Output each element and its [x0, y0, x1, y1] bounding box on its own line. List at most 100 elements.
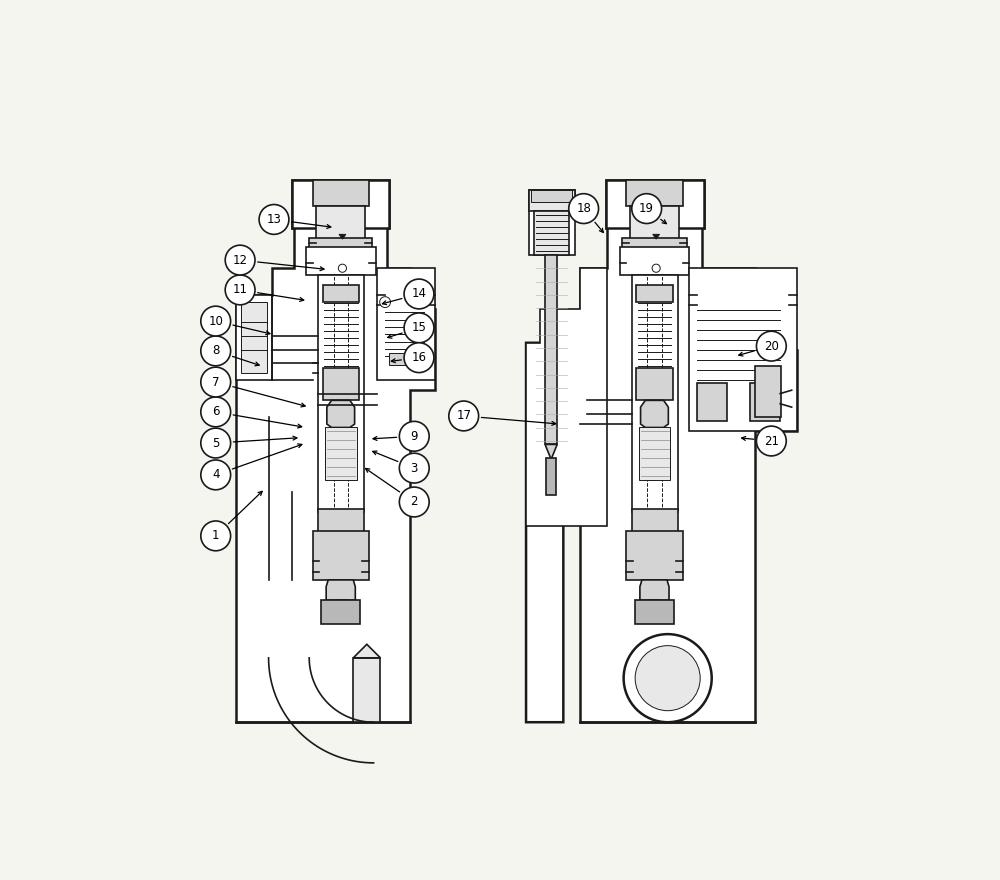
Text: 2: 2: [410, 495, 418, 509]
Circle shape: [404, 343, 434, 372]
Circle shape: [569, 194, 599, 224]
Text: 13: 13: [267, 213, 281, 226]
Text: 10: 10: [208, 314, 223, 327]
Polygon shape: [526, 268, 607, 525]
Text: 21: 21: [764, 435, 779, 448]
Circle shape: [399, 422, 429, 451]
Text: 8: 8: [212, 344, 219, 357]
Bar: [755, 366, 781, 417]
Circle shape: [259, 204, 289, 234]
Bar: [353, 658, 380, 722]
Bar: [626, 180, 683, 206]
Polygon shape: [353, 644, 380, 658]
Circle shape: [404, 313, 434, 342]
Polygon shape: [545, 444, 557, 459]
Polygon shape: [339, 234, 346, 239]
Bar: [626, 532, 683, 580]
Circle shape: [399, 488, 429, 517]
Circle shape: [201, 306, 231, 336]
Bar: [318, 509, 364, 532]
Bar: [545, 254, 557, 444]
Circle shape: [449, 401, 479, 431]
Text: 4: 4: [212, 468, 219, 481]
Polygon shape: [640, 580, 669, 600]
Bar: [632, 509, 678, 532]
Bar: [635, 600, 674, 624]
Bar: [534, 210, 569, 254]
Text: 6: 6: [212, 406, 219, 418]
Bar: [632, 206, 678, 210]
Circle shape: [225, 246, 255, 275]
Bar: [689, 268, 797, 431]
Text: 7: 7: [212, 376, 219, 389]
Bar: [630, 206, 679, 241]
Bar: [636, 368, 673, 400]
Bar: [241, 302, 267, 373]
Bar: [318, 275, 364, 512]
Text: 1: 1: [212, 530, 219, 542]
Circle shape: [201, 367, 231, 397]
Bar: [316, 206, 365, 241]
Bar: [620, 246, 689, 275]
Circle shape: [225, 275, 255, 304]
Bar: [529, 190, 575, 254]
Text: 3: 3: [411, 462, 418, 474]
Bar: [309, 238, 372, 248]
Circle shape: [201, 460, 231, 490]
Bar: [639, 427, 670, 480]
Text: 11: 11: [233, 283, 248, 297]
Bar: [313, 180, 369, 206]
Circle shape: [201, 429, 231, 458]
Polygon shape: [641, 400, 668, 428]
Text: 20: 20: [764, 340, 779, 353]
Text: 12: 12: [233, 253, 248, 267]
Bar: [313, 532, 369, 580]
Text: 5: 5: [212, 436, 219, 450]
Circle shape: [635, 646, 700, 711]
Bar: [236, 296, 272, 380]
Text: 17: 17: [456, 409, 471, 422]
Bar: [750, 384, 780, 421]
Circle shape: [201, 397, 231, 427]
Circle shape: [624, 634, 712, 722]
Bar: [292, 180, 389, 228]
Circle shape: [756, 426, 786, 456]
Polygon shape: [331, 600, 351, 608]
Polygon shape: [236, 180, 435, 722]
Text: 15: 15: [412, 321, 426, 334]
Text: 9: 9: [410, 429, 418, 443]
Bar: [546, 458, 556, 495]
Circle shape: [756, 331, 786, 361]
Bar: [529, 190, 575, 210]
Text: 19: 19: [639, 202, 654, 215]
Bar: [622, 238, 687, 248]
Bar: [318, 206, 364, 210]
Circle shape: [632, 194, 662, 224]
Circle shape: [201, 521, 231, 551]
Polygon shape: [645, 600, 664, 608]
Polygon shape: [326, 580, 355, 600]
Bar: [636, 285, 673, 302]
Circle shape: [380, 297, 391, 307]
Bar: [389, 353, 422, 365]
Bar: [531, 190, 572, 202]
Bar: [323, 368, 359, 400]
Polygon shape: [526, 342, 587, 722]
Circle shape: [652, 264, 660, 272]
Bar: [377, 268, 435, 380]
Bar: [632, 275, 678, 512]
Bar: [697, 384, 727, 421]
Bar: [325, 427, 357, 480]
Polygon shape: [580, 180, 797, 722]
Circle shape: [201, 336, 231, 366]
Bar: [306, 246, 376, 275]
Circle shape: [399, 453, 429, 483]
Bar: [323, 285, 359, 302]
Bar: [606, 180, 704, 228]
Bar: [321, 600, 360, 624]
Text: 14: 14: [411, 288, 426, 300]
Polygon shape: [327, 400, 355, 428]
Circle shape: [404, 279, 434, 309]
Polygon shape: [653, 234, 660, 239]
Text: 18: 18: [576, 202, 591, 215]
